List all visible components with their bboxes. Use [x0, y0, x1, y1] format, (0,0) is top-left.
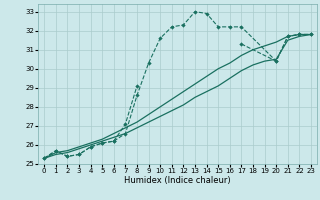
- X-axis label: Humidex (Indice chaleur): Humidex (Indice chaleur): [124, 176, 231, 185]
